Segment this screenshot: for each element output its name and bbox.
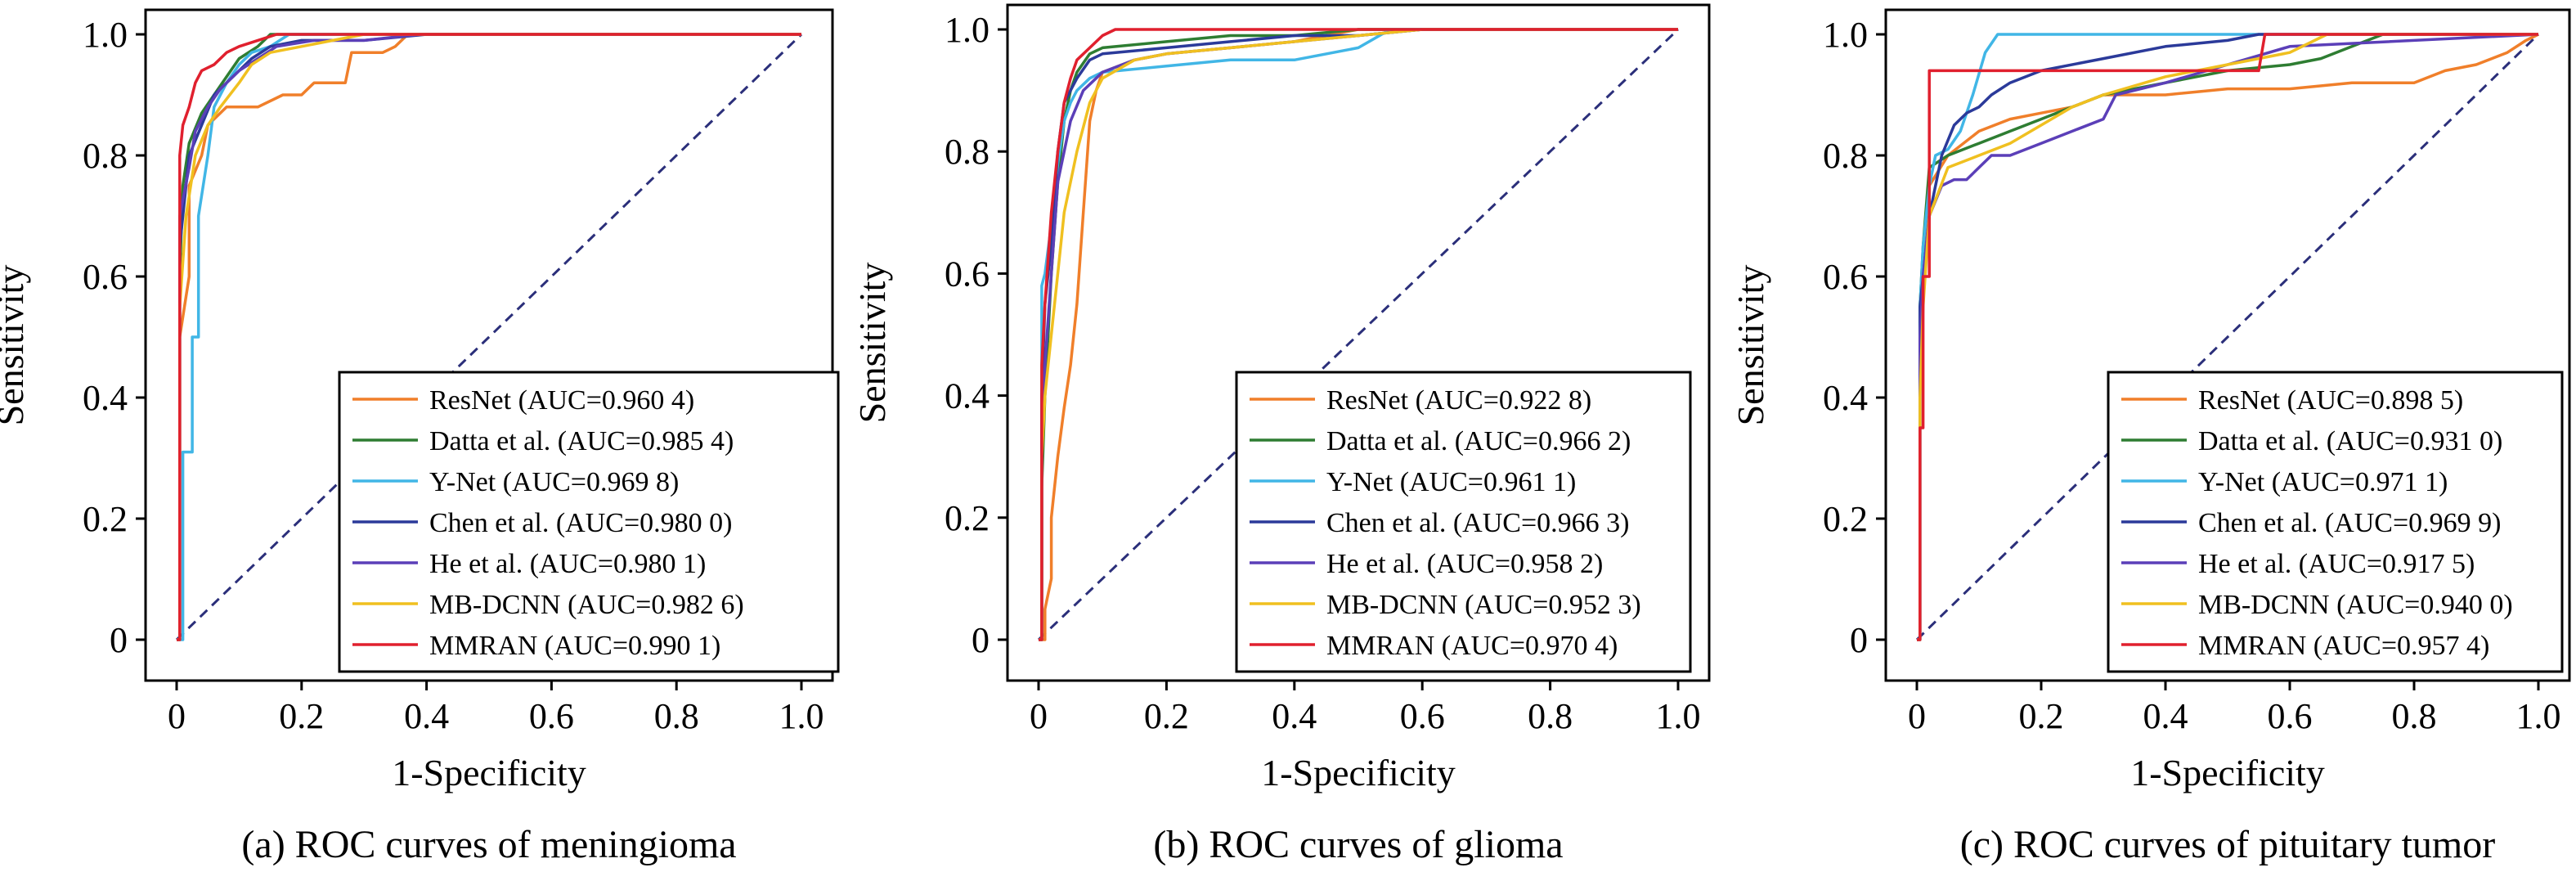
chance-diagonal	[1915, 33, 2540, 641]
y-tick-label: 0.4	[1823, 378, 1868, 418]
y-tick-label: 0.8	[945, 132, 990, 172]
legend-entry: Datta et al. (AUC=0.931 0)	[2198, 426, 2502, 456]
x-tick-label: 0.4	[404, 696, 449, 736]
panel-caption: (c) ROC curves of pituitary tumor	[1960, 823, 2496, 866]
roc-curve-3	[1039, 28, 1678, 641]
y-tick-label: 1.0	[83, 15, 128, 55]
legend-entry: MMRAN (AUC=0.970 4)	[1326, 631, 1618, 661]
roc-curve-5	[177, 33, 801, 641]
legend-entry: MB-DCNN (AUC=0.940 0)	[2198, 590, 2513, 620]
roc-curve-7	[1039, 28, 1678, 641]
legend-box	[338, 371, 840, 673]
legend-entry: Y-Net (AUC=0.969 8)	[429, 467, 679, 497]
roc-panel-3: 00 0.2 0.2 0.4 0.4 0.6 0.6 0.8 0.8 1.0 1.0 1-Specif…	[1730, 8, 2571, 866]
panel-caption: (a) ROC curves of meningioma	[241, 823, 736, 866]
roc-curve-1	[177, 33, 801, 641]
legend-entry: MMRAN (AUC=0.990 1)	[429, 631, 720, 661]
x-tick-label: 0.2	[2019, 696, 2064, 736]
x-tick-label: 0.8	[654, 696, 699, 736]
y-axis-label: Sensitivity	[851, 263, 893, 424]
legend-entry: Chen et al. (AUC=0.980 0)	[429, 508, 732, 538]
legend-entry: ResNet (AUC=0.898 5)	[2198, 385, 2463, 416]
x-tick-label: 0.2	[1144, 696, 1189, 736]
legend-entry: ResNet (AUC=0.922 8)	[1326, 385, 1591, 416]
roc-curve-7	[177, 33, 801, 641]
legend-entry: Chen et al. (AUC=0.969 9)	[2198, 508, 2501, 538]
chance-diagonal	[175, 33, 803, 641]
legend-entry: He et al. (AUC=0.980 1)	[429, 549, 706, 579]
legend-entry: Y-Net (AUC=0.971 1)	[2198, 467, 2448, 497]
y-tick-label: 0	[972, 620, 990, 660]
x-tick-label: 0.8	[1528, 696, 1573, 736]
y-tick-label: 1.0	[945, 10, 990, 50]
y-tick-label: 0.2	[83, 499, 128, 539]
x-tick-label: 0.6	[2268, 696, 2313, 736]
plot-frame	[1006, 3, 1711, 682]
roc-panel-2: 00 0.2 0.2 0.4 0.4 0.6 0.6 0.8 0.8 1.0 1.0 1-Specif…	[851, 3, 1711, 866]
x-tick-label: 0.6	[529, 696, 574, 736]
legend-entry: MB-DCNN (AUC=0.952 3)	[1326, 590, 1641, 620]
x-axis-label: 1-Specificity	[2130, 752, 2325, 793]
y-axis-label: Sensitivity	[0, 265, 31, 426]
x-axis-label: 1-Specificity	[1261, 752, 1456, 793]
legend-entry: Y-Net (AUC=0.961 1)	[1326, 467, 1576, 497]
x-tick-label: 0.6	[1400, 696, 1445, 736]
legend-entry: MB-DCNN (AUC=0.982 6)	[429, 590, 744, 620]
x-axis-label: 1-Specificity	[392, 752, 586, 793]
x-tick-label: 0	[168, 696, 186, 736]
x-tick-label: 0.4	[2143, 696, 2188, 736]
legend-entry: Datta et al. (AUC=0.985 4)	[429, 426, 734, 456]
plot-frame	[144, 8, 834, 682]
y-tick-label: 0.6	[945, 254, 990, 294]
x-tick-label: 0.4	[1272, 696, 1317, 736]
x-tick-label: 0.2	[279, 696, 324, 736]
y-tick-label: 0.6	[83, 257, 128, 297]
legend-entry: He et al. (AUC=0.958 2)	[1326, 549, 1603, 579]
y-tick-label: 0.4	[945, 376, 990, 416]
legend-entry: MMRAN (AUC=0.957 4)	[2198, 631, 2489, 661]
roc-curve-7	[1917, 33, 2538, 641]
x-tick-label: 1.0	[2516, 696, 2561, 736]
y-tick-label: 0.6	[1823, 257, 1868, 297]
x-tick-label: 1.0	[1656, 696, 1701, 736]
roc-curve-6	[1039, 28, 1678, 641]
panel-caption: (b) ROC curves of glioma	[1153, 823, 1563, 866]
roc-panel-1: 00 0.2 0.2 0.4 0.4 0.6 0.6 0.8 0.8 1.0 1.0 1-Specif…	[0, 8, 840, 866]
x-tick-label: 1.0	[779, 696, 824, 736]
y-tick-label: 0	[1850, 620, 1868, 660]
chance-diagonal	[1037, 28, 1680, 641]
y-axis-label: Sensitivity	[1730, 265, 1771, 426]
legend-entry: Chen et al. (AUC=0.966 3)	[1326, 508, 1629, 538]
y-tick-label: 0.8	[1823, 136, 1868, 176]
y-tick-label: 0	[110, 620, 128, 660]
y-tick-label: 0.2	[945, 498, 990, 538]
legend-entry: ResNet (AUC=0.960 4)	[429, 385, 694, 416]
roc-curve-6	[1917, 33, 2538, 641]
roc-curve-3	[177, 33, 801, 641]
x-tick-label: 0	[1908, 696, 1926, 736]
x-tick-label: 0	[1030, 696, 1048, 736]
y-tick-label: 1.0	[1823, 15, 1868, 55]
legend-entry: He et al. (AUC=0.917 5)	[2198, 549, 2475, 579]
legend-entry: Datta et al. (AUC=0.966 2)	[1326, 426, 1631, 456]
y-tick-label: 0.4	[83, 378, 128, 418]
y-tick-label: 0.2	[1823, 499, 1868, 539]
x-tick-label: 0.8	[2392, 696, 2437, 736]
plot-frame	[1884, 8, 2571, 682]
y-tick-label: 0.8	[83, 136, 128, 176]
